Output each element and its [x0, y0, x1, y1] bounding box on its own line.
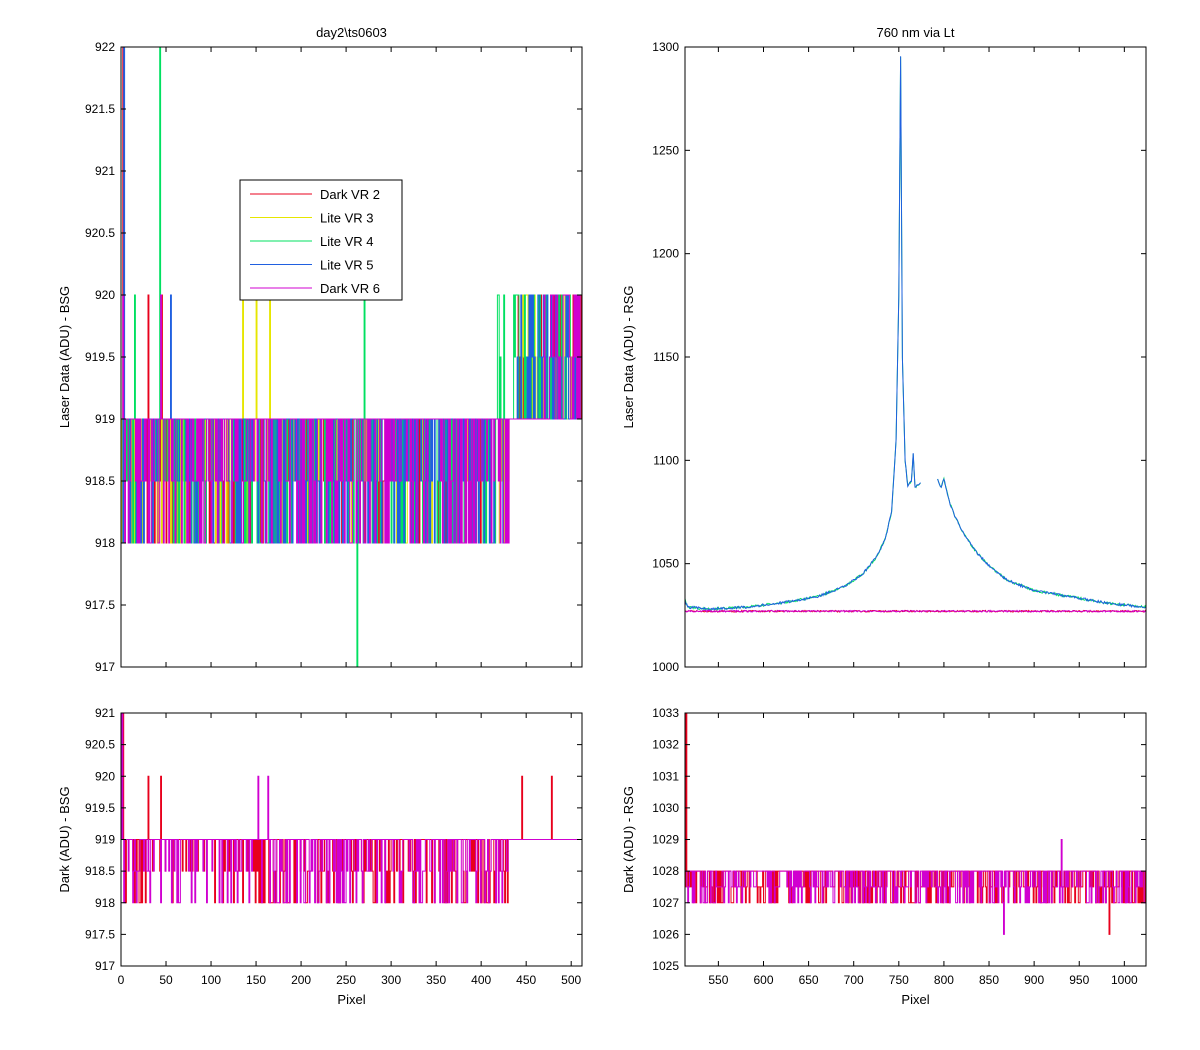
y-tick-label: 1200: [652, 247, 679, 261]
y-tick-label: 1000: [652, 660, 679, 674]
y-tick-label: 1029: [652, 833, 679, 847]
legend: Dark VR 2 Lite VR 3 Lite VR 4 Lite VR 5 Dark…: [239, 179, 403, 301]
x-tick-label: 300: [381, 973, 401, 987]
chart-title: day2\ts0603: [316, 25, 387, 40]
x-tick-label: 0: [118, 973, 125, 987]
legend-label: Lite VR 5: [320, 258, 373, 273]
y-tick-label: 919: [95, 833, 115, 847]
x-tick-label: 650: [799, 973, 819, 987]
legend-label: Dark VR 2: [320, 187, 380, 202]
panel-top-left: 917 917.5 918 918.5 919 919.5 920 920.5 921 921.5…: [57, 25, 583, 674]
x-tick-label: 250: [336, 973, 356, 987]
plot-area: [685, 713, 1146, 966]
y-tick-label: 919.5: [85, 350, 115, 364]
x-tick-label: 900: [1024, 973, 1044, 987]
y-tick-label: 1250: [652, 143, 679, 157]
panel-bottom-left: 917 917.5 918 918.5 919 919.5 920 920.5 921 0 50 10…: [57, 706, 583, 1007]
series-line-1: [121, 712, 582, 904]
y-tick-label: 1033: [652, 706, 679, 720]
y-tick-label: 918: [95, 536, 115, 550]
x-tick-label: 150: [246, 973, 266, 987]
y-tick-label: 1026: [652, 927, 679, 941]
series-line-3: [685, 609, 1146, 613]
panel-bottom-right: 1025 1026 1027 1028 1029 1030 1031 1032 1033 550 6…: [621, 706, 1147, 1007]
x-tick-label: 450: [516, 973, 536, 987]
series-line-1: [685, 839, 1146, 935]
plot-area: [121, 47, 582, 667]
y-tick-label: 920.5: [85, 226, 115, 240]
panel-top-right: 1000 1050 1100 1150 1200 1250 1300 760 nm via L…: [621, 25, 1147, 674]
y-tick-label: 919.5: [85, 801, 115, 815]
y-axis-label: Dark (ADU) - BSG: [57, 786, 72, 892]
y-tick-label: 920: [95, 769, 115, 783]
x-tick-label: 850: [979, 973, 999, 987]
y-tick-label: 1028: [652, 864, 679, 878]
y-tick-label: 918.5: [85, 864, 115, 878]
y-tick-label: 1300: [652, 40, 679, 54]
y-tick-label: 921: [95, 706, 115, 720]
y-tick-label: 1100: [653, 453, 679, 467]
plot-area: [685, 47, 1146, 667]
y-tick-label: 917.5: [85, 927, 115, 941]
x-tick-label: 400: [471, 973, 491, 987]
x-tick-label: 100: [201, 973, 221, 987]
y-tick-label: 1032: [652, 738, 679, 752]
y-tick-label: 919: [95, 412, 115, 426]
y-tick-label: 918: [95, 896, 115, 910]
y-axis-label: Laser Data (ADU) - RSG: [621, 285, 636, 428]
series-group: [121, 46, 582, 668]
x-axis-label: Pixel: [901, 992, 929, 1007]
y-axis-label: Dark (ADU) - RSG: [621, 786, 636, 893]
series-group: [121, 712, 582, 904]
x-tick-label: 750: [889, 973, 909, 987]
x-tick-label: 950: [1069, 973, 1089, 987]
x-tick-label: 600: [753, 973, 773, 987]
x-tick-label: 350: [426, 973, 446, 987]
y-tick-label: 920.5: [85, 738, 115, 752]
y-tick-label: 1025: [652, 959, 679, 973]
x-axis-label: Pixel: [337, 992, 365, 1007]
y-tick-label: 921: [95, 164, 115, 178]
legend-box: [239, 179, 403, 301]
x-tick-label: 550: [708, 973, 728, 987]
x-tick-label: 700: [844, 973, 864, 987]
legend-label: Lite VR 3: [320, 211, 373, 226]
x-tick-label: 500: [561, 973, 581, 987]
y-tick-label: 917: [95, 660, 115, 674]
y-tick-label: 1030: [652, 801, 679, 815]
y-tick-label: 1027: [652, 896, 679, 910]
y-tick-label: 917.5: [85, 598, 115, 612]
y-tick-label: 918.5: [85, 474, 115, 488]
series-line-1: [685, 56, 1146, 611]
y-tick-label: 922: [95, 40, 115, 54]
legend-label: Dark VR 6: [320, 281, 380, 296]
y-tick-label: 1031: [652, 769, 679, 783]
series-group: [685, 56, 1146, 613]
y-tick-label: 917: [95, 959, 115, 973]
x-tick-label: 200: [291, 973, 311, 987]
legend-label: Lite VR 4: [320, 234, 373, 249]
chart-title: 760 nm via Lt: [876, 25, 954, 40]
y-tick-label: 1150: [653, 350, 679, 364]
y-tick-label: 1050: [652, 557, 679, 571]
series-line-4: [121, 294, 582, 544]
x-tick-label: 800: [934, 973, 954, 987]
y-axis-label: Laser Data (ADU) - BSG: [57, 286, 72, 428]
x-tick-label: 1000: [1111, 973, 1138, 987]
y-tick-label: 920: [95, 288, 115, 302]
x-tick-label: 50: [159, 973, 173, 987]
y-tick-label: 921.5: [85, 102, 115, 116]
series-group: [685, 712, 1146, 935]
